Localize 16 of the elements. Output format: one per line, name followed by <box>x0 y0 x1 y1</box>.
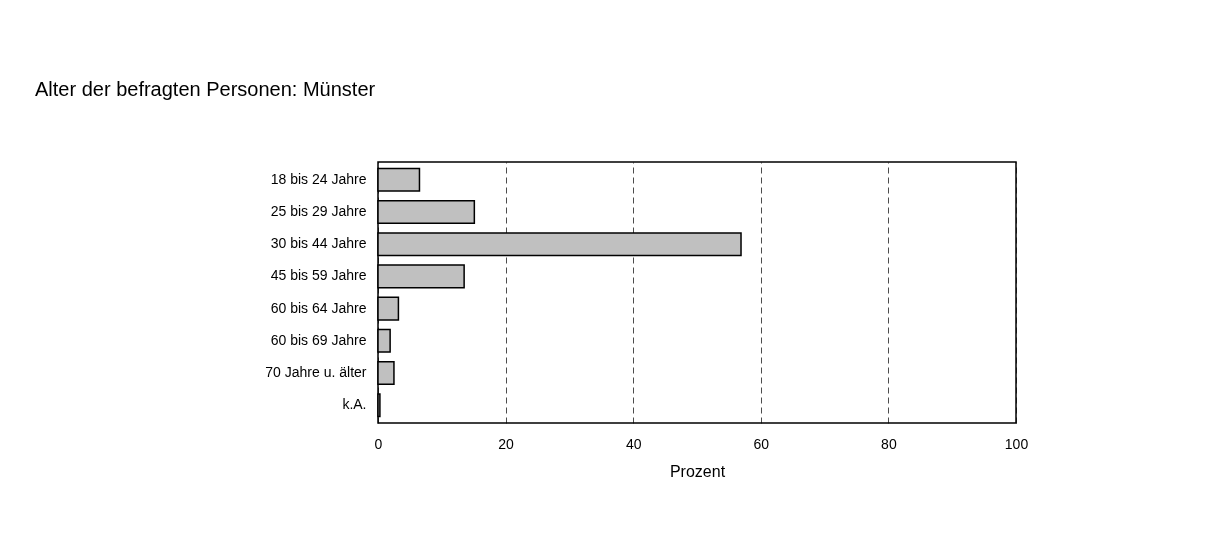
x-tick-label: 80 <box>881 435 897 452</box>
x-tick-label: 0 <box>374 435 383 452</box>
y-tick-label: 18 bis 24 Jahre <box>270 170 367 187</box>
y-tick-label: 45 bis 59 Jahre <box>270 267 367 284</box>
y-tick-label: k.A. <box>342 396 367 413</box>
y-tick-label: 30 bis 44 Jahre <box>270 235 367 252</box>
x-axis-title: Prozent <box>669 462 726 480</box>
y-tick-label: 60 bis 64 Jahre <box>270 299 367 316</box>
text: Alter der befragten Personen: Münster <box>35 78 376 100</box>
x-tick-label: 40 <box>625 435 642 452</box>
x-tick-label: 100 <box>1004 435 1029 452</box>
y-tick-label: 70 Jahre u. älter <box>265 364 367 381</box>
x-tick-label: 60 <box>753 435 770 452</box>
y-tick-label: 60 bis 69 Jahre <box>270 331 367 348</box>
x-tick-label: 20 <box>498 435 515 452</box>
y-tick-label: 25 bis 29 Jahre <box>270 202 367 219</box>
